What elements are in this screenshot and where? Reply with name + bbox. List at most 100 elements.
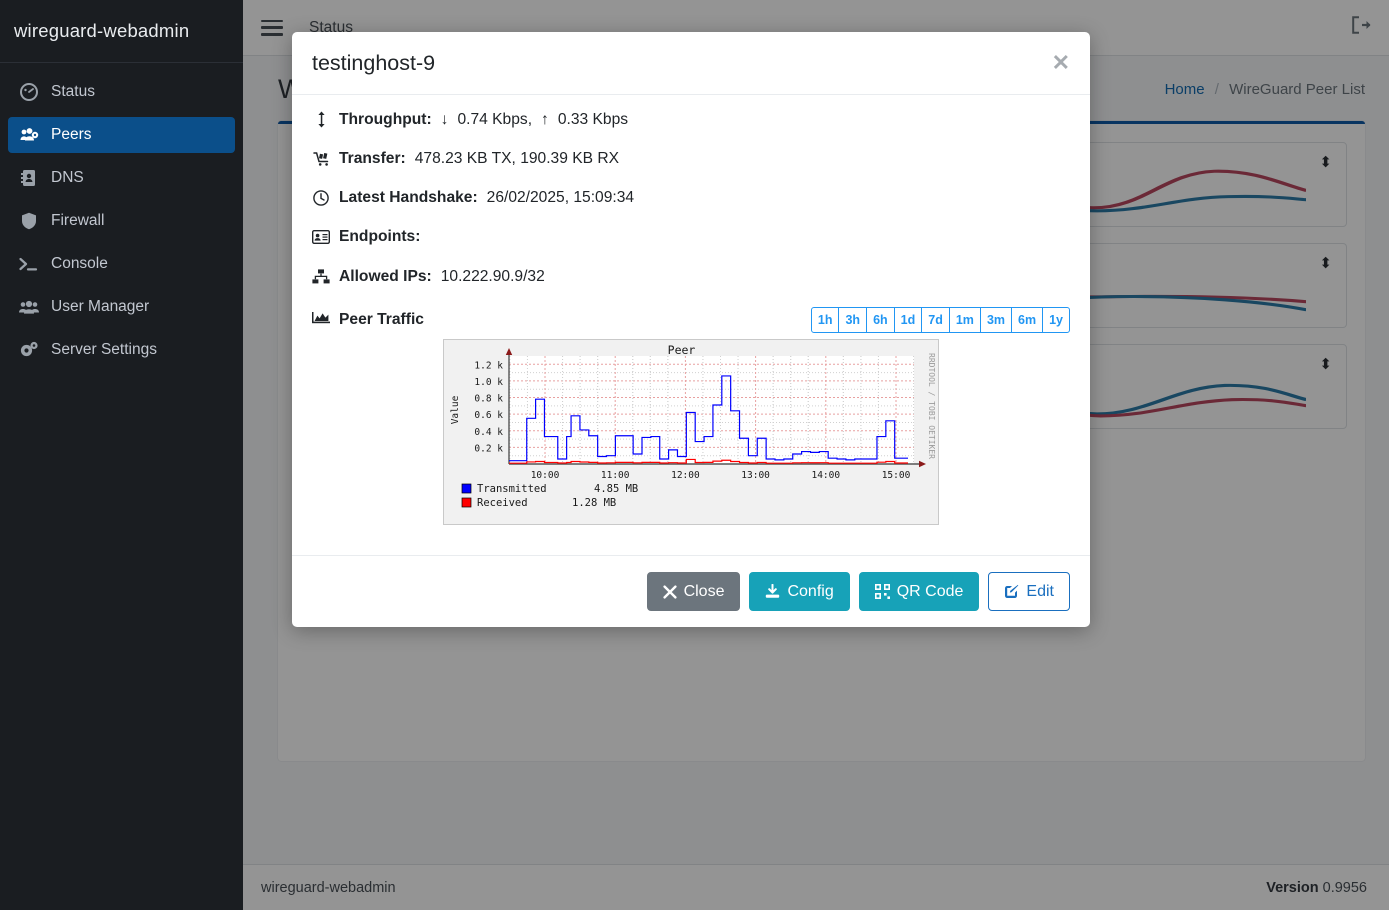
terminal-icon — [18, 256, 40, 272]
detail-label: Transfer: — [339, 150, 406, 168]
pencil-square-icon — [1004, 584, 1019, 599]
modal-footer: Close Config QR Code Edit — [292, 555, 1090, 627]
config-button-label: Config — [787, 582, 834, 600]
sidebar-item-label: DNS — [51, 169, 84, 186]
sidebar-item-label: User Manager — [51, 298, 150, 315]
download-icon — [765, 584, 780, 599]
detail-endpoints: Endpoints: — [312, 228, 1070, 245]
range-1d[interactable]: 1d — [893, 306, 923, 333]
sidebar-item-user-manager[interactable]: User Manager — [8, 289, 235, 325]
sidebar-item-console[interactable]: Console — [8, 246, 235, 282]
svg-text:1.28 MB: 1.28 MB — [572, 497, 616, 509]
svg-text:0.8 k: 0.8 k — [474, 393, 503, 404]
svg-text:4.85 MB: 4.85 MB — [594, 483, 638, 495]
detail-value: 10.222.90.9/32 — [440, 267, 545, 285]
sidebar-item-status[interactable]: Status — [8, 74, 235, 110]
peer-detail-modal: testinghost-9 ✕ Throughput: ↓ 0.74 Kbps,… — [292, 32, 1090, 627]
svg-text:10:00: 10:00 — [531, 470, 560, 481]
range-1y[interactable]: 1y — [1042, 306, 1070, 333]
peer-traffic-label-group: Peer Traffic — [312, 311, 424, 329]
detail-label: Allowed IPs: — [339, 267, 432, 285]
rrd-graph-wrap: 1.2 k 1.0 k 0.8 k 0.6 k 0.4 k 0.2 k 10:00 11:00… — [312, 338, 1070, 525]
svg-text:13:00: 13:00 — [741, 470, 770, 481]
qr-code-button[interactable]: QR Code — [858, 571, 980, 612]
svg-text:Value: Value — [450, 395, 461, 424]
upload-arrow-icon: ↑ — [541, 111, 549, 128]
close-icon[interactable]: ✕ — [1051, 50, 1070, 75]
detail-label: Endpoints: — [339, 228, 421, 246]
detail-transfer: Transfer: 478.23 KB TX, 190.39 KB RX — [312, 150, 1070, 167]
peers-icon — [18, 127, 40, 143]
range-6m[interactable]: 6m — [1011, 306, 1044, 333]
breadcrumb-current: WireGuard Peer List — [1229, 81, 1365, 98]
range-3h[interactable]: 3h — [838, 306, 868, 333]
rrd-svg: 1.2 k 1.0 k 0.8 k 0.6 k 0.4 k 0.2 k 10:00 11:00… — [444, 339, 938, 524]
edit-button-label: Edit — [1026, 582, 1054, 600]
footer-version: Version 0.9956 — [1266, 880, 1367, 896]
close-button[interactable]: Close — [646, 571, 741, 612]
range-1h[interactable]: 1h — [810, 306, 840, 333]
sidebar-nav: Status Peers DNS Firewall — [0, 63, 243, 368]
detail-allowed-ips: Allowed IPs: 10.222.90.9/32 — [312, 268, 1070, 285]
sidebar-item-label: Firewall — [51, 212, 105, 229]
close-button-label: Close — [683, 582, 725, 600]
svg-text:12:00: 12:00 — [671, 470, 700, 481]
hamburger-icon[interactable] — [261, 19, 283, 36]
range-7d[interactable]: 7d — [921, 306, 950, 333]
breadcrumb-home[interactable]: Home — [1164, 81, 1205, 98]
range-6h[interactable]: 6h — [866, 306, 895, 333]
svg-text:Transmitted: Transmitted — [477, 483, 547, 495]
range-1m[interactable]: 1m — [948, 306, 981, 333]
edit-button[interactable]: Edit — [988, 571, 1070, 612]
peer-traffic-chart: 1.2 k 1.0 k 0.8 k 0.6 k 0.4 k 0.2 k 10:00 11:00… — [443, 338, 939, 525]
throughput-icon — [312, 111, 330, 128]
sidebar-item-dns[interactable]: DNS — [8, 160, 235, 196]
svg-text:1.0 k: 1.0 k — [474, 377, 503, 388]
breadcrumb: Home / WireGuard Peer List — [1165, 81, 1365, 98]
peer-traffic-label: Peer Traffic — [339, 310, 424, 328]
svg-text:15:00: 15:00 — [882, 470, 911, 481]
brand-title: wireguard-webadmin — [0, 0, 243, 63]
svg-text:1.2 k: 1.2 k — [474, 360, 503, 371]
users-icon — [18, 300, 40, 315]
config-button[interactable]: Config — [749, 571, 850, 612]
logout-icon[interactable] — [1351, 16, 1371, 39]
x-icon — [662, 584, 677, 599]
id-card-icon — [312, 229, 330, 244]
footer: wireguard-webadmin Version 0.9956 — [243, 864, 1389, 910]
topbar-status-link[interactable]: Status — [309, 18, 353, 36]
network-icon — [312, 269, 330, 284]
sidebar-item-label: Console — [51, 255, 108, 272]
sort-icon[interactable]: ⬍ — [1319, 356, 1332, 373]
clock-icon — [312, 190, 330, 206]
footer-version-value: 0.9956 — [1322, 879, 1367, 896]
detail-value: 26/02/2025, 15:09:34 — [486, 189, 635, 207]
modal-header: testinghost-9 ✕ — [292, 32, 1090, 95]
detail-latest-handshake: Latest Handshake: 26/02/2025, 15:09:34 — [312, 189, 1070, 206]
peer-traffic-row: Peer Traffic 1h 3h 6h 1d 7d 1m 3m 6m 1y — [312, 306, 1070, 333]
throughput-upload-value: 0.33 Kbps — [557, 111, 629, 128]
sidebar-item-server-settings[interactable]: Server Settings — [8, 332, 235, 368]
shield-icon — [18, 212, 40, 230]
sort-icon[interactable]: ⬍ — [1319, 154, 1332, 171]
svg-text:14:00: 14:00 — [811, 470, 840, 481]
sidebar-item-label: Status — [51, 83, 95, 100]
modal-title: testinghost-9 — [312, 50, 436, 75]
sidebar-item-firewall[interactable]: Firewall — [8, 203, 235, 239]
svg-text:0.6 k: 0.6 k — [474, 410, 503, 421]
svg-text:Peer: Peer — [668, 343, 696, 357]
detail-label: Throughput: — [339, 111, 432, 128]
qr-code-button-label: QR Code — [896, 582, 964, 600]
gauge-icon — [18, 83, 40, 101]
detail-throughput: Throughput: ↓ 0.74 Kbps, ↑ 0.33 Kbps — [312, 111, 1070, 128]
modal-body: Throughput: ↓ 0.74 Kbps, ↑ 0.33 Kbps Tra… — [292, 95, 1090, 555]
throughput-download-value: 0.74 Kbps, — [457, 111, 533, 128]
footer-brand: wireguard-webadmin — [261, 879, 396, 896]
sidebar-item-peers[interactable]: Peers — [8, 117, 235, 153]
svg-text:RRDTOOL / TOBI OETIKER: RRDTOOL / TOBI OETIKER — [927, 353, 936, 459]
sidebar-item-label: Server Settings — [51, 341, 157, 358]
gears-icon — [18, 341, 40, 359]
sort-icon[interactable]: ⬍ — [1319, 255, 1332, 272]
svg-text:Received: Received — [477, 497, 528, 509]
range-3m[interactable]: 3m — [979, 306, 1013, 333]
